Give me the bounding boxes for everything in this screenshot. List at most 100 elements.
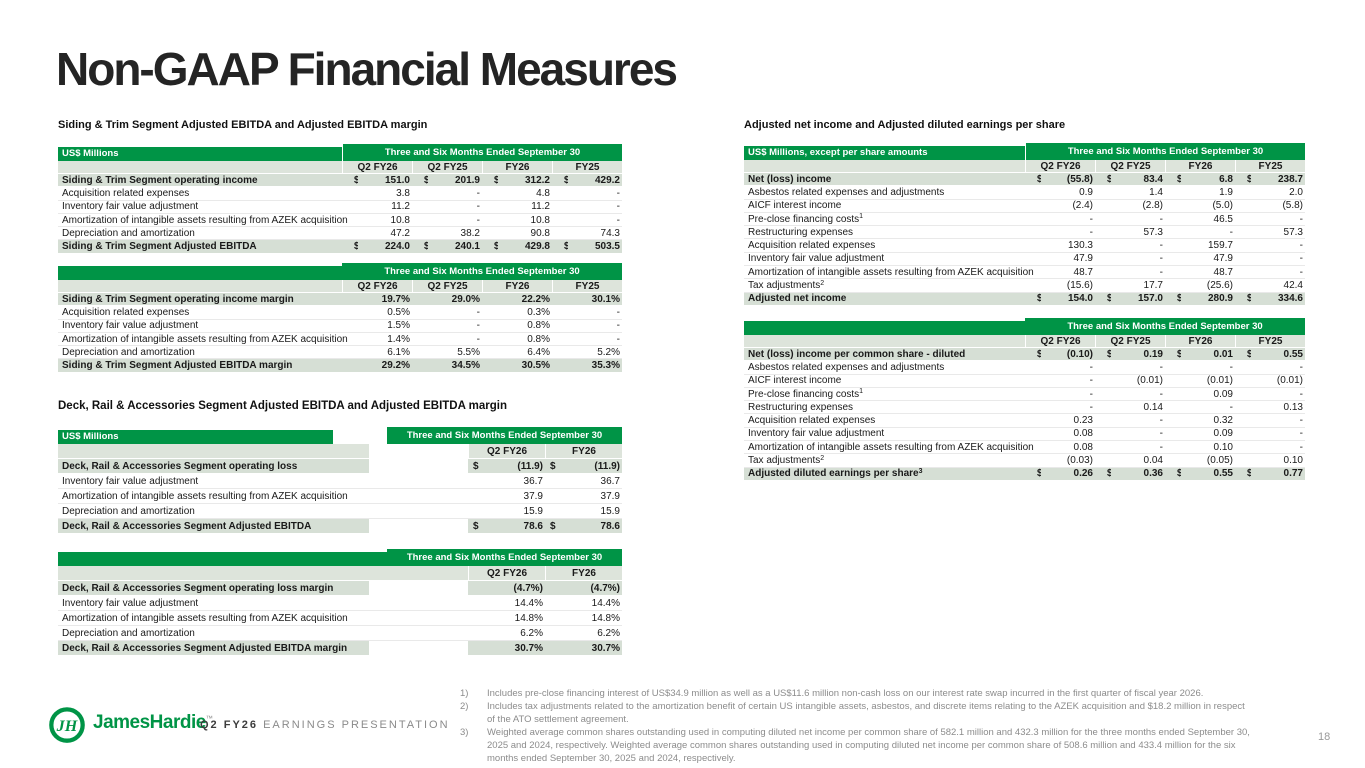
value-cell: 48.7 [1213, 266, 1233, 278]
column-header: Q2 FY26 [342, 161, 412, 173]
dollar-sign [482, 346, 498, 358]
table-subheader: Q2 FY26 Q2 FY25 FY26 FY25 [744, 335, 1305, 348]
row-label: Inventory fair value adjustment [748, 428, 885, 440]
column-header: Q2 FY25 [412, 161, 482, 173]
value-cell: 30.7% [561, 641, 622, 655]
value-cell: 0.19 [1111, 348, 1165, 361]
dollar-sign [1235, 200, 1251, 212]
value-cell: 280.9 [1181, 292, 1235, 305]
row-label: Adjusted net income [744, 292, 1025, 305]
column-header: FY25 [1235, 160, 1305, 172]
dollar-sign [1235, 213, 1251, 225]
value-cell: - [1229, 361, 1233, 373]
table-row: Restructuring expenses - 57.3 - 57.3 [744, 226, 1305, 240]
row-label: Inventory fair value adjustment [748, 253, 885, 265]
row-spacer [369, 596, 468, 610]
value-cell: 0.08 [1073, 441, 1093, 453]
table-green-header: Three and Six Months Ended September 30 [58, 263, 622, 280]
value-cell: 159.7 [1207, 240, 1233, 252]
value-cell: - [1159, 361, 1163, 373]
dollar-sign [1165, 226, 1181, 238]
value-cell: 0.23 [1073, 415, 1093, 427]
value-cell: 57.3 [1283, 226, 1303, 238]
dollar-sign: $ [412, 174, 430, 187]
value-cell: 130.3 [1067, 240, 1093, 252]
dollar-sign [1095, 454, 1111, 466]
row-label: Tax adjustments 2 [748, 454, 825, 467]
value-cell: - [1159, 415, 1163, 427]
value-cell: 2.0 [1289, 186, 1303, 198]
value-cell: 429.2 [568, 174, 622, 187]
table-row: Depreciation and amortization 6.2% 6.2% [58, 626, 622, 641]
table-row: Acquisition related expenses 0.5% - 0.3% - [58, 306, 622, 320]
table-span-header: Three and Six Months Ended September 30 [343, 144, 622, 161]
table-row: Tax adjustments 2 (15.6) 17.7 (25.6) 42.4 [744, 279, 1305, 293]
dollar-sign [1095, 361, 1111, 373]
row-spacer [369, 459, 468, 473]
value-cell: - [1229, 401, 1233, 413]
value-cell: - [1159, 266, 1163, 278]
value-cell: - [1299, 240, 1303, 252]
dollar-sign: $ [1025, 292, 1043, 305]
row-spacer [369, 519, 468, 533]
dollar-sign [552, 346, 568, 358]
adjusted-net-income-table: US$ Millions, except per share amounts Th… [744, 143, 1305, 306]
value-cell: 22.2% [498, 293, 552, 306]
dollar-sign [1025, 454, 1041, 466]
footnote-text: Includes pre-close financing interest of… [487, 688, 1204, 699]
value-cell: 4.8 [536, 187, 550, 199]
dollar-sign [1165, 414, 1181, 426]
value-cell: 0.14 [1143, 401, 1163, 413]
subheader-blank [744, 335, 1025, 347]
dollar-sign [1095, 428, 1111, 440]
table-subheader: Q2 FY26 Q2 FY25 FY26 FY25 [744, 160, 1305, 173]
value-cell: (25.6) [1206, 280, 1233, 292]
row-label: Pre-close financing costs 1 [748, 213, 864, 225]
value-cell: 6.2% [520, 627, 543, 639]
value-cell: 0.5% [387, 306, 410, 318]
dollar-sign [1165, 239, 1181, 251]
row-label: Amortization of intangible assets result… [62, 612, 348, 624]
dollar-sign [468, 504, 484, 518]
column-header: Q2 FY26 [1025, 160, 1095, 172]
subheader-spacer [369, 566, 468, 580]
row-label: Siding & Trim Segment operating income [58, 174, 342, 187]
dollar-sign [1095, 441, 1111, 453]
value-cell: 29.0% [428, 293, 482, 306]
value-cell: 0.8% [527, 320, 550, 332]
column-header: FY25 [1235, 335, 1305, 347]
value-cell: 30.5% [498, 359, 552, 372]
value-cell: 10.8 [390, 214, 410, 226]
value-cell: 0.09 [1213, 428, 1233, 440]
dollar-sign [1025, 428, 1041, 440]
dollar-sign [545, 641, 561, 655]
dollar-sign [552, 320, 568, 332]
column-header: FY25 [552, 280, 622, 292]
value-cell: 0.08 [1073, 428, 1093, 440]
value-cell: 47.9 [1073, 253, 1093, 265]
dollar-sign: $ [1095, 173, 1113, 186]
dollar-sign [482, 187, 498, 199]
row-label: Amortization of intangible assets result… [62, 490, 348, 502]
table-row: Acquisition related expenses 0.23 - 0.32 - [744, 414, 1305, 428]
row-label: Depreciation and amortization [62, 227, 195, 239]
value-cell: (0.01) [1136, 375, 1163, 387]
dollar-sign [342, 293, 358, 306]
dollar-sign [1165, 441, 1181, 453]
dollar-sign [1235, 266, 1251, 278]
dollar-sign [342, 359, 358, 372]
dollar-sign [412, 320, 428, 332]
table-row: Deck, Rail & Accessories Segment Adjuste… [58, 519, 622, 534]
dollar-sign [1095, 226, 1111, 238]
table-row: Siding & Trim Segment operating income m… [58, 293, 622, 307]
value-cell: - [476, 333, 480, 345]
value-cell: - [1159, 213, 1163, 225]
row-label: Deck, Rail & Accessories Segment operati… [58, 459, 369, 473]
row-spacer [369, 489, 468, 503]
row-label: Acquisition related expenses [62, 306, 190, 318]
table-row: Inventory fair value adjustment 14.4% 14.4… [58, 596, 622, 611]
dollar-sign [482, 320, 498, 332]
table-row: Depreciation and amortization 6.1% 5.5% 6.4… [58, 346, 622, 360]
value-cell: 429.8 [498, 240, 552, 253]
table-row: Siding & Trim Segment Adjusted EBITDA $22… [58, 240, 622, 254]
